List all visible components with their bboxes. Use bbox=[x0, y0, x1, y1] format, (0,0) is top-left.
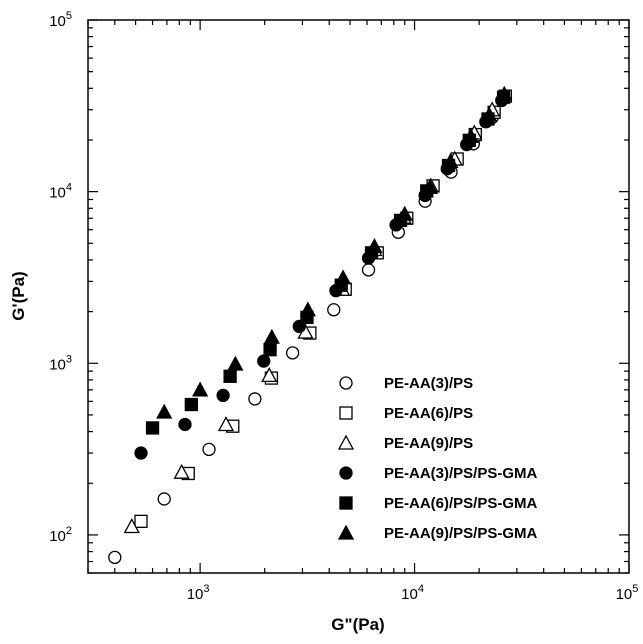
legend-marker bbox=[339, 376, 353, 390]
y-tick-label: 102 bbox=[49, 525, 72, 545]
data-point bbox=[263, 343, 277, 357]
data-point bbox=[285, 346, 300, 360]
y-tick-label: 104 bbox=[49, 182, 72, 202]
data-point bbox=[134, 514, 148, 528]
data-point bbox=[178, 417, 192, 432]
data-point bbox=[361, 263, 376, 277]
data-point bbox=[108, 550, 122, 565]
y-tick-label: 103 bbox=[49, 353, 72, 373]
data-point bbox=[481, 106, 498, 122]
legend-marker bbox=[339, 466, 353, 480]
legend-label: PE-AA(6)/PS bbox=[384, 405, 473, 422]
legend-marker bbox=[339, 406, 353, 420]
data-point bbox=[248, 392, 262, 406]
data-point bbox=[496, 85, 513, 101]
legend: PE-AA(3)/PS PE-AA(6)/PS PE-AA(9)/PS PE-AA(3… bbox=[337, 375, 538, 542]
data-point bbox=[202, 442, 216, 457]
legend-marker bbox=[337, 434, 355, 450]
data-point bbox=[327, 303, 341, 317]
data-point bbox=[396, 205, 413, 221]
data-point bbox=[192, 381, 209, 397]
data-point bbox=[442, 153, 459, 169]
x-axis-title: G"(Pa) bbox=[331, 615, 384, 634]
legend-label: PE-AA(3)/PS bbox=[384, 375, 473, 392]
legend-label: PE-AA(9)/PS bbox=[384, 435, 473, 452]
data-point bbox=[173, 463, 190, 479]
legend-label: PE-AA(6)/PS/PS-GMA bbox=[384, 495, 538, 512]
x-tick-label: 104 bbox=[401, 583, 424, 603]
data-point bbox=[263, 328, 280, 344]
data-point bbox=[257, 354, 271, 368]
data-point bbox=[217, 416, 235, 432]
y-axis-title: G'(Pa) bbox=[9, 271, 28, 320]
data-point bbox=[216, 388, 230, 403]
x-tick-label: 105 bbox=[616, 583, 639, 603]
data-point bbox=[156, 403, 173, 419]
data-point bbox=[184, 397, 198, 412]
data-point bbox=[223, 369, 237, 383]
data-point bbox=[261, 367, 278, 383]
legend-label: PE-AA(9)/PS/PS-GMA bbox=[384, 525, 538, 542]
legend-label: PE-AA(3)/PS/PS-GMA bbox=[384, 465, 538, 482]
data-point bbox=[227, 355, 244, 371]
data-point bbox=[157, 492, 171, 506]
data-point bbox=[123, 518, 140, 534]
data-point bbox=[421, 178, 439, 194]
data-point bbox=[134, 446, 148, 460]
legend-marker bbox=[339, 496, 353, 510]
data-point bbox=[334, 269, 352, 285]
legend-marker bbox=[337, 524, 355, 540]
data-point bbox=[462, 127, 479, 143]
x-tick-label: 103 bbox=[187, 583, 210, 603]
y-tick-label: 105 bbox=[49, 10, 72, 30]
data-point bbox=[299, 301, 316, 317]
plot-frame bbox=[87, 19, 630, 574]
data-point bbox=[366, 237, 383, 254]
data-point bbox=[145, 421, 160, 435]
